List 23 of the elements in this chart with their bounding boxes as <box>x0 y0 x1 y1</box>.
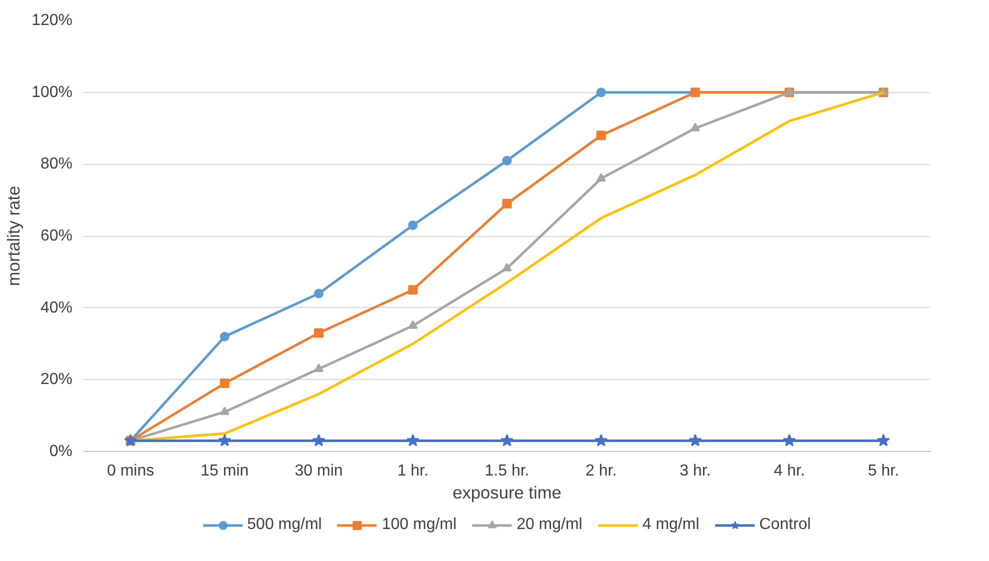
x-tick-label: 3 hr. <box>680 462 711 480</box>
x-tick-label: 0 mins <box>106 462 154 480</box>
x-tick-label: 1.5 hr. <box>484 462 530 480</box>
y-tick-label: 20% <box>40 371 73 388</box>
y-axis-title: mortality rate <box>4 186 24 286</box>
x-tick-label: 5 hr. <box>868 462 900 480</box>
y-tick-label: 120% <box>32 12 72 29</box>
y-tick-label: 60% <box>40 228 73 244</box>
legend-label: Control <box>759 516 811 534</box>
x-tick-label: 30 min <box>294 462 343 480</box>
x-tick-label: 15 min <box>200 462 249 480</box>
legend-label: 4 mg/ml <box>642 516 700 534</box>
y-tick-label: 0% <box>49 443 72 460</box>
x-axis-title: exposure time <box>452 482 562 502</box>
x-tick-label: 2 hr. <box>586 462 617 480</box>
legend-label: 500 mg/ml <box>247 516 322 534</box>
x-tick-label: 4 hr. <box>774 462 805 480</box>
y-tick-label: 80% <box>40 156 73 173</box>
y-tick-label: 40% <box>40 299 73 316</box>
legend-label: 100 mg/ml <box>382 516 457 534</box>
y-tick-label: 100% <box>32 84 72 101</box>
legend-label: 20 mg/ml <box>516 516 582 534</box>
x-tick-label: 1 hr. <box>397 462 428 480</box>
